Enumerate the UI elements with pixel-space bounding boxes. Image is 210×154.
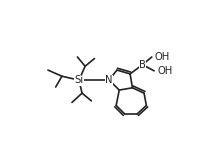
Text: N: N xyxy=(105,75,113,85)
Text: OH: OH xyxy=(155,52,170,62)
Text: B: B xyxy=(139,60,146,70)
Text: OH: OH xyxy=(157,66,172,76)
Text: Si: Si xyxy=(74,75,84,85)
